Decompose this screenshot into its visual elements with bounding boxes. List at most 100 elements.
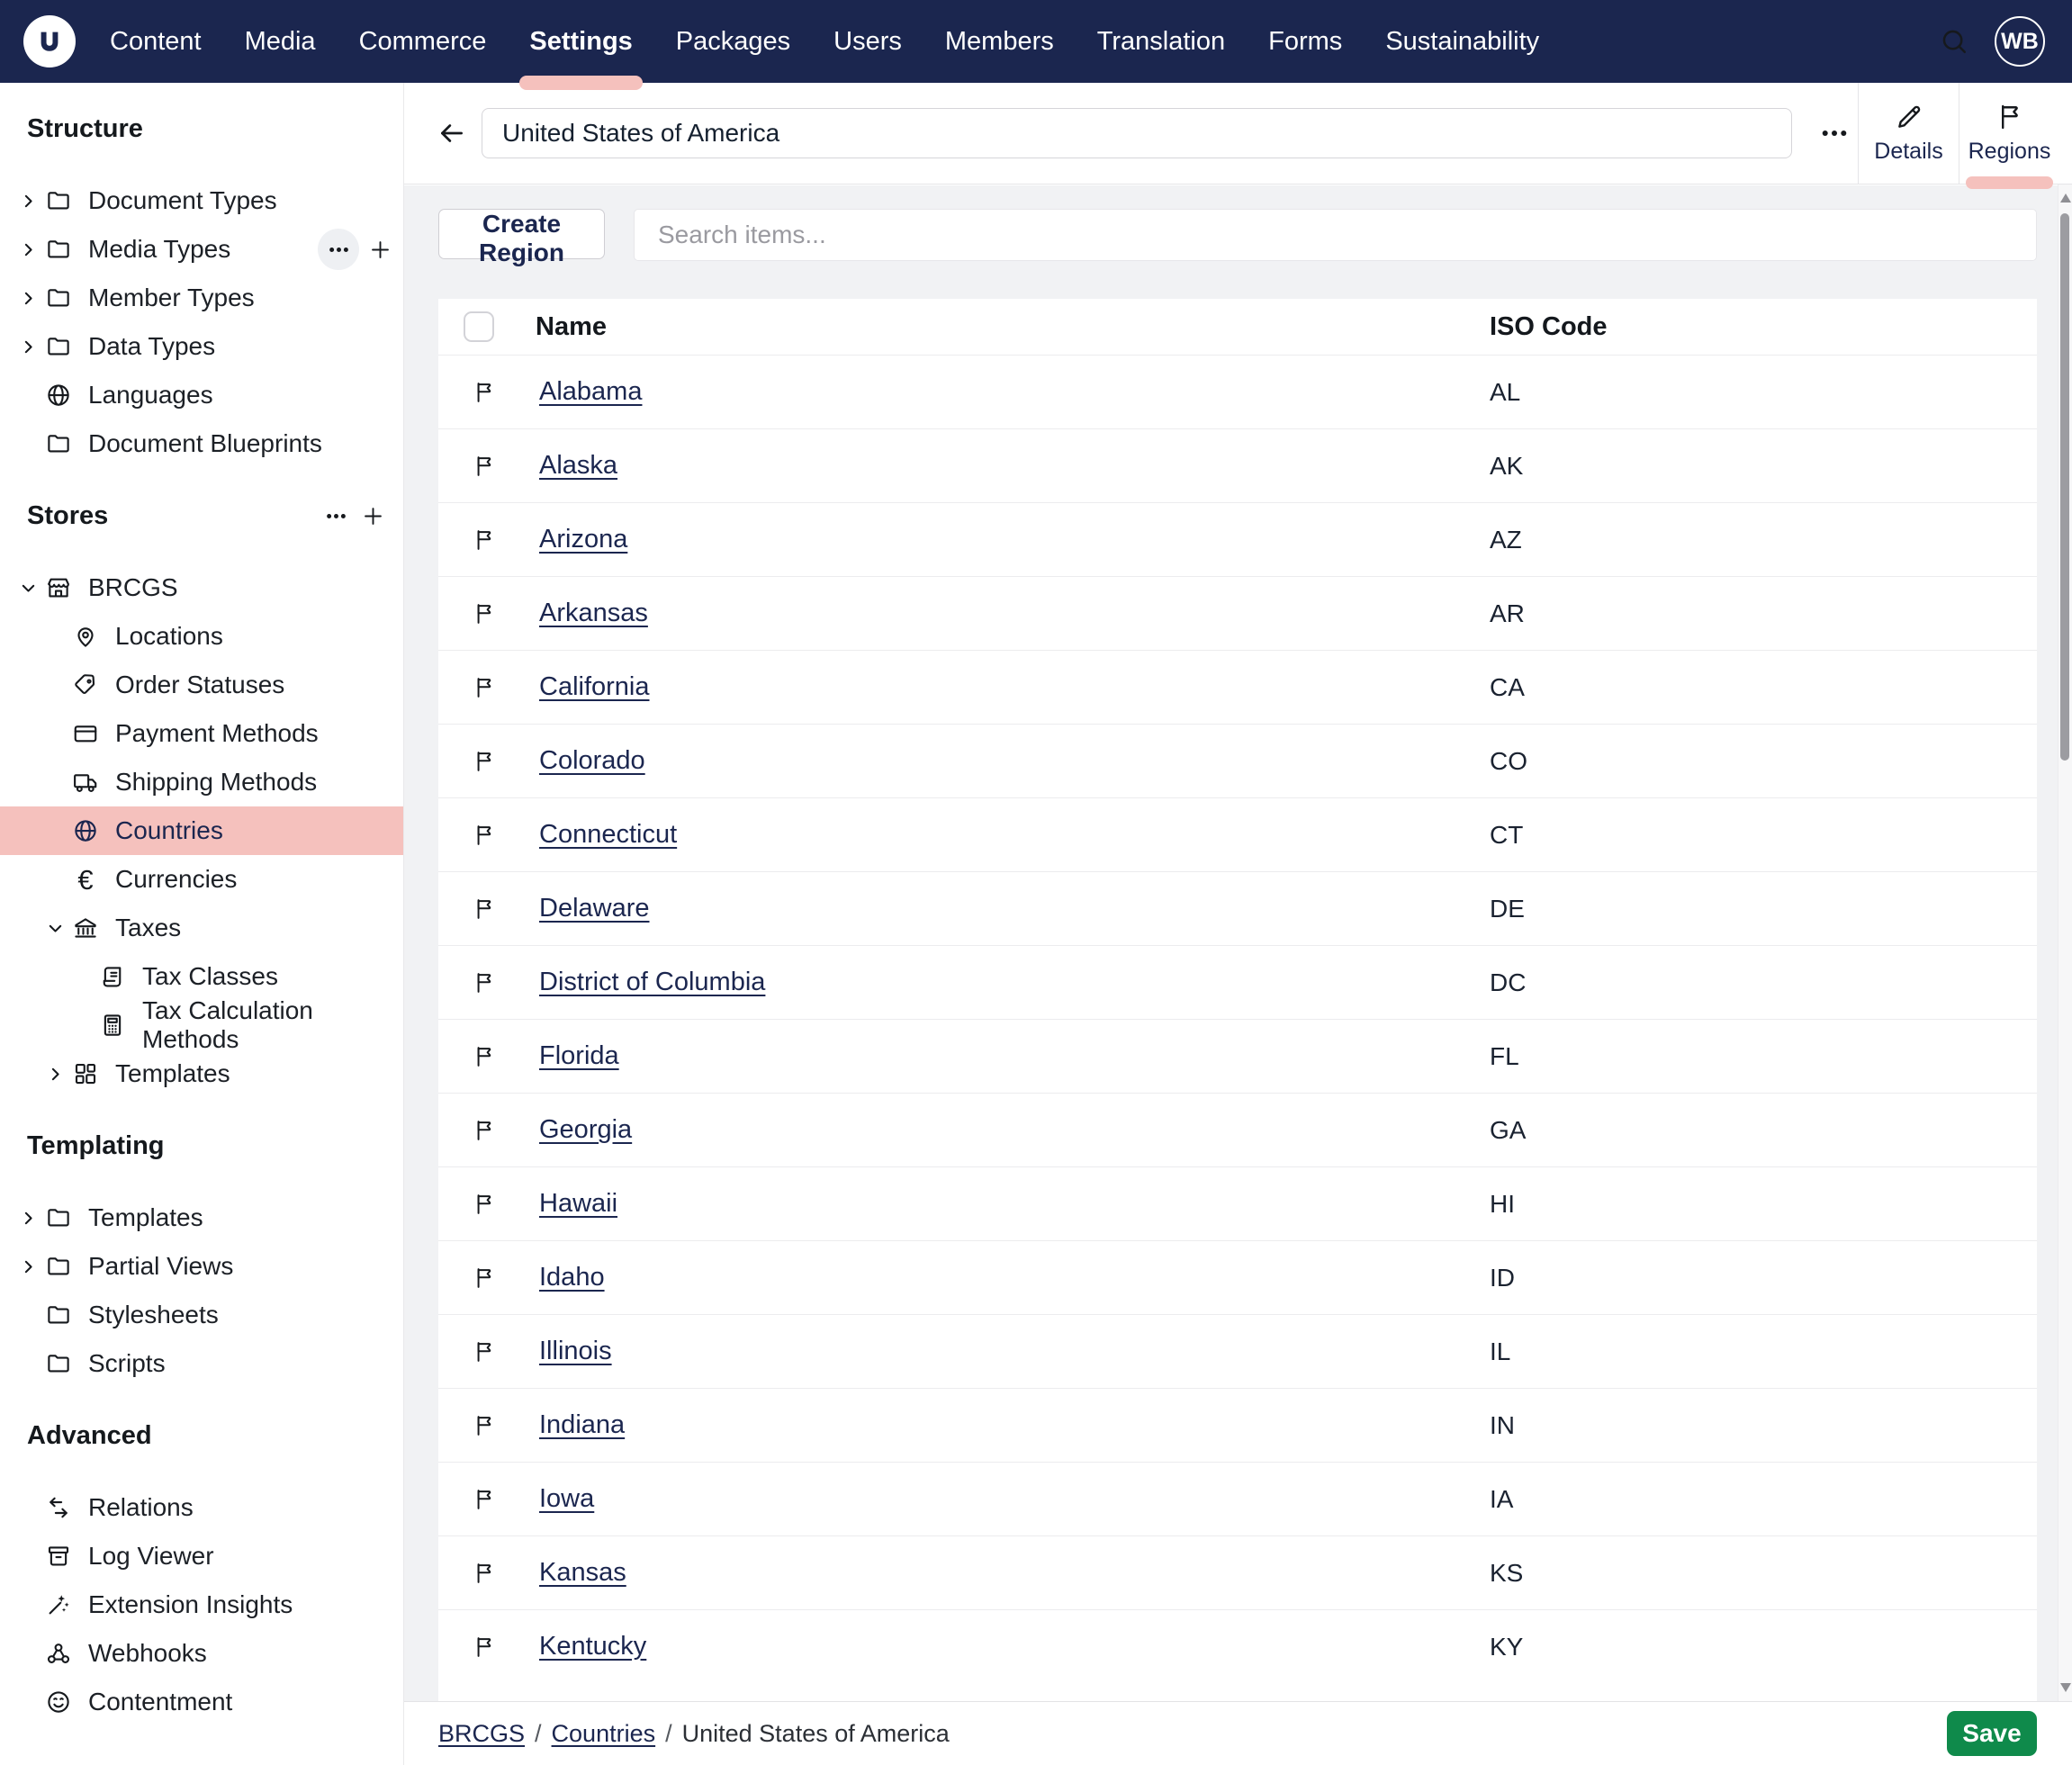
region-link[interactable]: Kentucky	[539, 1632, 647, 1661]
sidebar-item-log-viewer[interactable]: Log Viewer	[0, 1532, 403, 1580]
sidebar-item-brcgs[interactable]: BRCGS	[0, 563, 403, 612]
region-link[interactable]: Connecticut	[539, 820, 678, 849]
region-link[interactable]: Georgia	[539, 1115, 633, 1144]
sidebar-item-data-types[interactable]: Data Types	[0, 322, 403, 371]
flag-icon	[471, 1561, 498, 1586]
sidebar-section-title: Templating	[27, 1130, 165, 1160]
nav-item-packages[interactable]: Packages	[675, 27, 791, 56]
sidebar-item-scripts[interactable]: Scripts	[0, 1339, 403, 1388]
region-link[interactable]: Arizona	[539, 525, 628, 554]
region-iso-code: CO	[1490, 746, 1527, 775]
entity-name-input[interactable]	[482, 108, 1792, 158]
sidebar-item-relations[interactable]: Relations	[0, 1483, 403, 1532]
sidebar-item-currencies[interactable]: € Currencies	[0, 855, 403, 904]
nav-item-content[interactable]: Content	[110, 27, 202, 56]
sidebar-item-languages[interactable]: Languages	[0, 371, 403, 419]
region-link[interactable]: Iowa	[539, 1484, 595, 1513]
euro-icon: €	[77, 863, 94, 896]
global-search-button[interactable]	[1939, 26, 1969, 57]
scroll-up-arrow-icon[interactable]	[2060, 194, 2071, 203]
sidebar-item-payment-methods[interactable]: Payment Methods	[0, 709, 403, 758]
region-link[interactable]: Illinois	[539, 1337, 612, 1365]
flag-icon	[471, 1634, 498, 1660]
region-iso-code: KS	[1490, 1558, 1524, 1587]
region-link[interactable]: Hawaii	[539, 1189, 618, 1218]
avatar-initials: WB	[2001, 28, 2039, 54]
table-row-district-of-columbia: District of Columbia DC	[438, 945, 2037, 1019]
breadcrumb-countries[interactable]: Countries	[551, 1719, 656, 1747]
user-avatar[interactable]: WB	[1995, 16, 2045, 67]
region-link[interactable]: Alabama	[539, 377, 643, 406]
sidebar-item-media-types[interactable]: Media Types	[0, 225, 403, 274]
create-region-button[interactable]: Create Region	[438, 209, 605, 266]
nav-item-translation[interactable]: Translation	[1096, 27, 1226, 56]
breadcrumb-brcgs[interactable]: BRCGS	[438, 1719, 526, 1747]
workspace-actions-button[interactable]	[1817, 116, 1851, 150]
sidebar-item-member-types[interactable]: Member Types	[0, 274, 403, 322]
nav-item-settings[interactable]: Settings	[508, 0, 653, 90]
regions-toolbar: Create Region	[438, 209, 2037, 266]
sidebar-item-taxes[interactable]: Taxes	[0, 904, 403, 952]
sidebar-item-webhooks[interactable]: Webhooks	[0, 1629, 403, 1678]
region-iso-code: CT	[1490, 820, 1524, 849]
region-link[interactable]: Colorado	[539, 746, 645, 775]
flag-icon	[471, 1487, 498, 1512]
select-all-checkbox[interactable]	[464, 311, 494, 342]
region-link[interactable]: Kansas	[539, 1558, 626, 1587]
region-iso-code: KY	[1490, 1632, 1524, 1661]
sidebar-item-countries[interactable]: Countries	[0, 806, 403, 855]
region-link[interactable]: Arkansas	[539, 599, 648, 627]
sidebar-item-document-types[interactable]: Document Types	[0, 176, 403, 225]
sidebar-item-stylesheets[interactable]: Stylesheets	[0, 1291, 403, 1339]
sidebar-item-tax-classes[interactable]: Tax Classes	[0, 952, 403, 1001]
region-link[interactable]: District of Columbia	[539, 968, 766, 996]
media-types-options-button[interactable]	[318, 229, 359, 270]
sidebar-item-label: Data Types	[88, 332, 216, 360]
table-row-alaska: Alaska AK	[438, 428, 2037, 502]
sidebar-item-contentment[interactable]: Contentment	[0, 1678, 403, 1726]
stores-add-button[interactable]	[361, 504, 385, 528]
bank-icon	[70, 913, 101, 943]
nav-item-sustainability[interactable]: Sustainability	[1385, 27, 1540, 56]
flag-icon	[471, 380, 498, 405]
table-row-kansas: Kansas KS	[438, 1535, 2037, 1609]
vertical-scrollbar[interactable]	[2058, 185, 2072, 1701]
sidebar-item-label: Partial Views	[88, 1252, 234, 1280]
region-link[interactable]: California	[539, 672, 650, 701]
back-button[interactable]	[437, 118, 467, 149]
sidebar-item-partial-views[interactable]: Partial Views	[0, 1242, 403, 1291]
tab-details[interactable]: Details	[1858, 83, 1959, 184]
region-iso-code: IN	[1490, 1410, 1515, 1439]
region-link[interactable]: Delaware	[539, 894, 650, 923]
top-nav-list: Content Media Commerce Settings Packages User…	[88, 0, 1561, 90]
region-link[interactable]: Indiana	[539, 1410, 626, 1439]
sidebar-item-extension-insights[interactable]: Extension Insights	[0, 1580, 403, 1629]
nav-item-users[interactable]: Users	[833, 27, 902, 56]
nav-item-media[interactable]: Media	[244, 27, 316, 56]
region-link[interactable]: Florida	[539, 1041, 619, 1070]
region-link[interactable]: Idaho	[539, 1263, 605, 1292]
nav-item-members[interactable]: Members	[944, 27, 1054, 56]
flag-icon	[471, 1192, 498, 1217]
media-types-add-button[interactable]	[368, 238, 392, 262]
sidebar-item-templates[interactable]: Templates	[0, 1193, 403, 1242]
region-link[interactable]: Alaska	[539, 451, 618, 480]
search-items-input[interactable]	[634, 209, 2037, 261]
nav-item-commerce[interactable]: Commerce	[358, 27, 487, 56]
sidebar-item-order-statuses[interactable]: Order Statuses	[0, 661, 403, 709]
tab-regions[interactable]: Regions	[1959, 83, 2059, 189]
sidebar-item-tax-calculation-methods[interactable]: Tax Calculation Methods	[0, 996, 403, 1053]
plus-icon	[368, 238, 392, 262]
nav-item-forms[interactable]: Forms	[1268, 27, 1343, 56]
sidebar-item-shipping-methods[interactable]: Shipping Methods	[0, 758, 403, 806]
scroll-down-arrow-icon[interactable]	[2060, 1683, 2071, 1692]
sidebar-item-templates[interactable]: Templates	[0, 1049, 403, 1098]
sidebar-item-locations[interactable]: Locations	[0, 612, 403, 661]
stores-options-button[interactable]	[324, 504, 348, 528]
scrollbar-thumb[interactable]	[2060, 213, 2069, 761]
umbraco-logo-icon[interactable]	[23, 15, 76, 68]
table-header-row: Name ISO Code	[438, 299, 2037, 355]
region-iso-code: AK	[1490, 451, 1524, 480]
save-button[interactable]: Save	[1947, 1711, 2037, 1756]
sidebar-item-document-blueprints[interactable]: Document Blueprints	[0, 419, 403, 468]
